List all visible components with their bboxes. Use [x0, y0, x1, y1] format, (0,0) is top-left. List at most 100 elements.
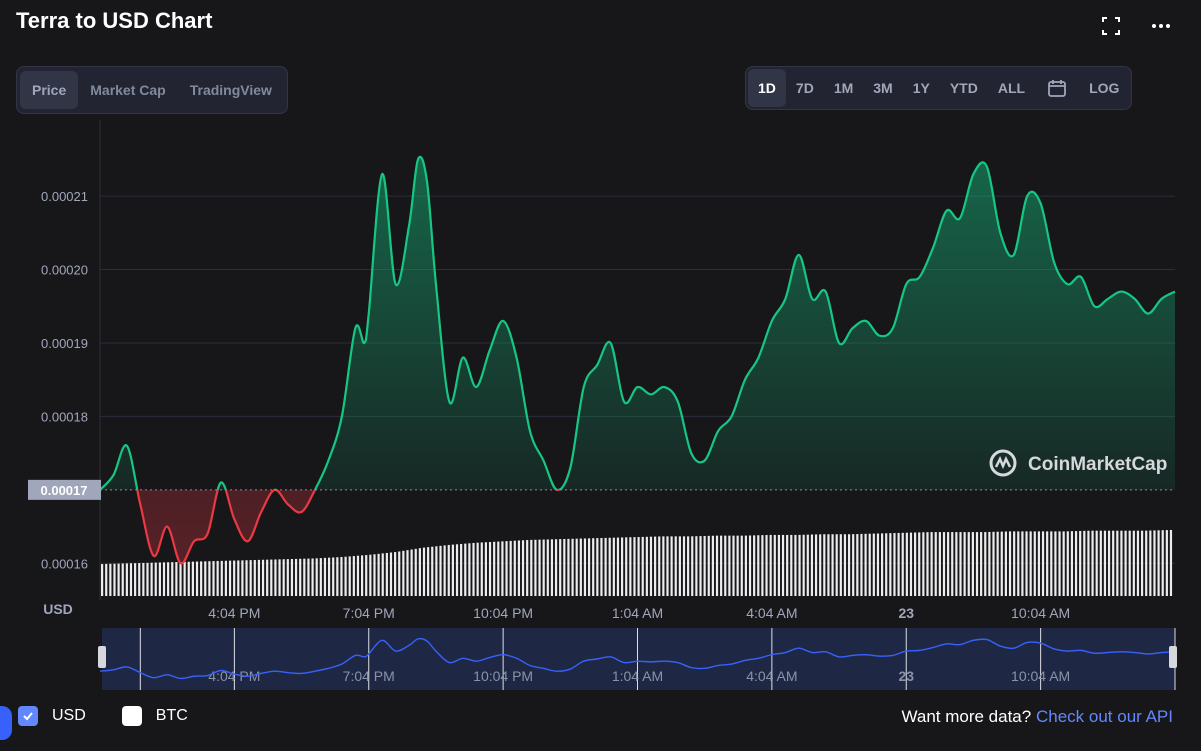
legend-btc[interactable]: BTC: [121, 706, 188, 726]
volume-bar: [629, 537, 632, 596]
fullscreen-icon[interactable]: [1099, 14, 1123, 38]
volume-bar: [691, 536, 694, 596]
volume-bar: [625, 537, 628, 596]
tab-7d[interactable]: 7D: [795, 80, 814, 96]
volume-bar: [134, 563, 137, 596]
side-badge[interactable]: [0, 706, 12, 740]
volume-bar: [608, 537, 611, 596]
volume-bar: [365, 555, 368, 596]
volume-bar: [790, 534, 793, 596]
volume-bar: [373, 554, 376, 596]
tab-1m[interactable]: 1M: [833, 80, 854, 96]
volume-bar: [1095, 530, 1098, 596]
volume-bar: [1124, 530, 1127, 596]
volume-bar: [1112, 530, 1115, 596]
volume-bar: [637, 537, 640, 596]
volume-bar: [158, 562, 161, 596]
volume-bar: [237, 560, 240, 596]
volume-bar: [356, 555, 360, 596]
navigator-tick-label: 10:04 PM: [473, 668, 533, 684]
volume-bar: [996, 531, 999, 596]
volume-bar: [241, 560, 244, 596]
volume-bar: [460, 543, 463, 596]
tab-1y[interactable]: 1Y: [912, 80, 930, 96]
more-dots-icon[interactable]: [1149, 14, 1173, 38]
tab-3m[interactable]: 3M: [873, 80, 893, 96]
legend-btc-label: BTC: [155, 707, 188, 724]
more-data-text: Want more data?: [901, 707, 1032, 726]
volume-bar: [786, 534, 789, 596]
volume-bar: [769, 534, 772, 596]
volume-bar: [422, 547, 426, 596]
volume-bar: [1008, 531, 1012, 596]
volume-bar: [418, 548, 421, 596]
volume-bar: [654, 536, 657, 596]
checkbox-checked-icon[interactable]: [18, 706, 38, 726]
tab-ytd[interactable]: YTD: [949, 80, 978, 96]
volume-bar: [1070, 531, 1074, 596]
volume-bar: [521, 540, 525, 596]
volume-bar: [109, 563, 112, 596]
volume-bar: [798, 534, 801, 596]
volume-bar: [1165, 530, 1168, 596]
x-tick-label: 7:04 PM: [343, 605, 395, 621]
volume-bar: [753, 535, 756, 596]
volume-bar: [1066, 531, 1069, 596]
volume-bar: [352, 556, 355, 596]
volume-bar: [724, 535, 727, 596]
volume-bar: [1107, 530, 1111, 596]
volume-bar: [162, 562, 166, 596]
volume-bar: [571, 538, 574, 596]
tab-price[interactable]: Price: [20, 71, 79, 109]
navigator-handle[interactable]: [1169, 646, 1177, 668]
volume-bar: [579, 538, 582, 596]
volume-bar: [732, 535, 735, 596]
calendar-button[interactable]: [1035, 69, 1079, 107]
volume-bar: [736, 535, 739, 596]
volume-bar: [394, 552, 397, 596]
volume-bar: [398, 551, 401, 596]
volume-bar: [340, 557, 343, 596]
volume-bar: [171, 562, 174, 596]
volume-bar: [319, 558, 322, 596]
volume-bar: [212, 561, 215, 596]
volume-bar: [715, 535, 719, 596]
volume-bar: [711, 535, 714, 596]
volume-bar: [517, 540, 521, 596]
volume-bar: [1000, 531, 1003, 596]
tab-tradingview[interactable]: TradingView: [189, 82, 272, 98]
volume-bar: [402, 550, 405, 596]
navigator-tick-label: 23: [898, 668, 914, 684]
api-link[interactable]: Check out our API: [1035, 707, 1173, 726]
volume-bar: [257, 559, 261, 596]
price-chart[interactable]: 0.00021 0.00020 0.00019 0.00018 0.00016 0.000…: [0, 120, 1201, 700]
tab-market-cap[interactable]: Market Cap: [90, 82, 166, 98]
tab-all[interactable]: ALL: [997, 80, 1026, 96]
volume-bar: [926, 532, 929, 596]
volume-bar: [942, 532, 946, 596]
legend-usd[interactable]: USD: [18, 706, 86, 726]
navigator-handle[interactable]: [98, 646, 106, 668]
checkbox-unchecked-icon[interactable]: [121, 706, 142, 726]
volume-bar: [1169, 529, 1173, 596]
volume-bar: [860, 533, 863, 596]
log-toggle[interactable]: LOG: [1089, 80, 1120, 96]
volume-bar: [233, 560, 236, 596]
volume-bar: [909, 532, 913, 596]
volume-bar: [385, 552, 388, 596]
volume-bar: [208, 561, 211, 596]
volume-bar: [662, 536, 665, 596]
volume-bar: [645, 536, 648, 596]
volume-bar: [967, 532, 970, 596]
volume-bar: [955, 532, 958, 596]
tab-1d[interactable]: 1D: [748, 69, 786, 107]
volume-bar: [744, 535, 747, 596]
volume-bar: [332, 557, 335, 596]
volume-bar: [666, 536, 669, 596]
volume-bar: [179, 561, 182, 596]
volume-bar: [777, 534, 781, 596]
volume-bar: [1140, 530, 1144, 596]
legend-usd-label: USD: [52, 707, 86, 724]
price-line-up: [99, 155, 1176, 490]
volume-bar: [464, 543, 467, 596]
